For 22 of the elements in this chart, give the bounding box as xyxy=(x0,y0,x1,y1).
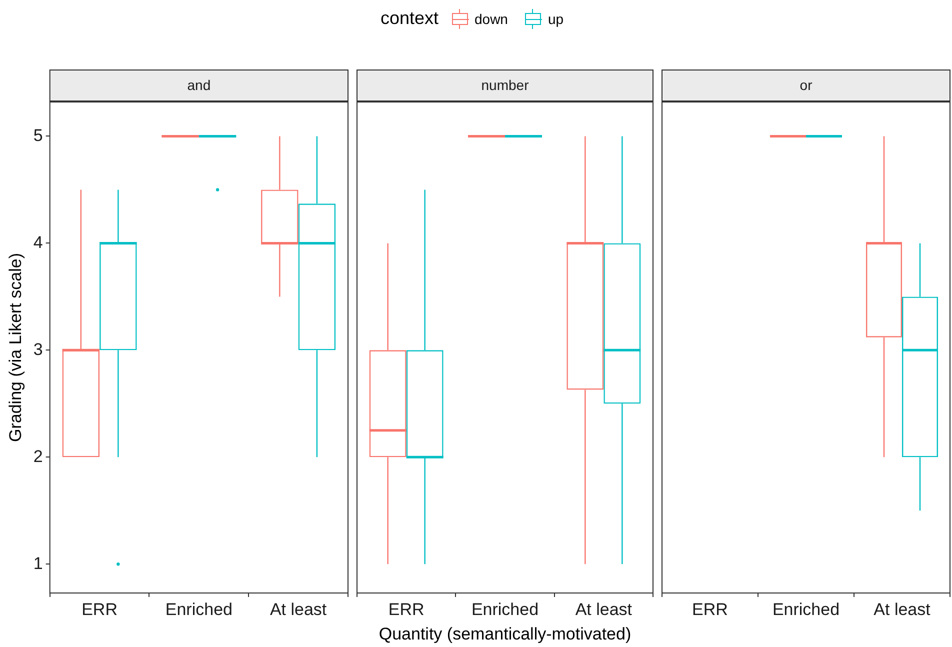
x-tick-label: Enriched xyxy=(165,600,232,619)
legend-label: down xyxy=(474,10,508,26)
y-axis-title: Grading (via Likert scale) xyxy=(6,253,25,442)
y-tick-label: 5 xyxy=(33,126,43,145)
x-tick-label: At least xyxy=(874,600,931,619)
y-tick-label: 2 xyxy=(33,446,43,466)
y-tick-label: 1 xyxy=(33,554,43,573)
x-axis-title: Quantity (semantically-motivated) xyxy=(378,624,632,644)
y-tick-label: 3 xyxy=(33,340,43,359)
chart-title: number xyxy=(481,76,530,93)
x-tick-label: At least xyxy=(575,600,632,619)
x-tick-label: ERR xyxy=(82,600,118,619)
x-tick-label: ERR xyxy=(692,600,728,619)
x-tick-label: ERR xyxy=(388,600,424,619)
x-tick-label: Enriched xyxy=(471,600,539,619)
x-tick-label: Enriched xyxy=(772,600,840,619)
x-tick-label: At least xyxy=(270,600,327,619)
chart-title: and xyxy=(187,76,211,93)
chart-title: or xyxy=(800,76,813,93)
legend-title: context xyxy=(380,8,438,29)
legend-label: up xyxy=(548,10,564,26)
y-tick-label: 4 xyxy=(33,232,43,252)
